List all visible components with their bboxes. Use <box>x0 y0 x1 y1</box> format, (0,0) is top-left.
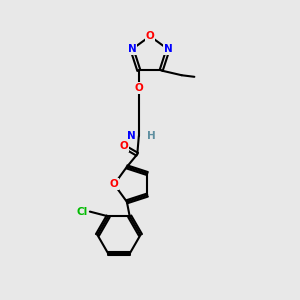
Text: O: O <box>134 83 143 93</box>
Text: N: N <box>164 44 172 54</box>
Text: Cl: Cl <box>76 207 87 217</box>
Text: N: N <box>128 44 136 54</box>
Text: N: N <box>127 131 136 141</box>
Text: O: O <box>146 31 154 41</box>
Text: O: O <box>110 179 118 189</box>
Text: H: H <box>147 131 155 141</box>
Text: O: O <box>119 141 128 151</box>
